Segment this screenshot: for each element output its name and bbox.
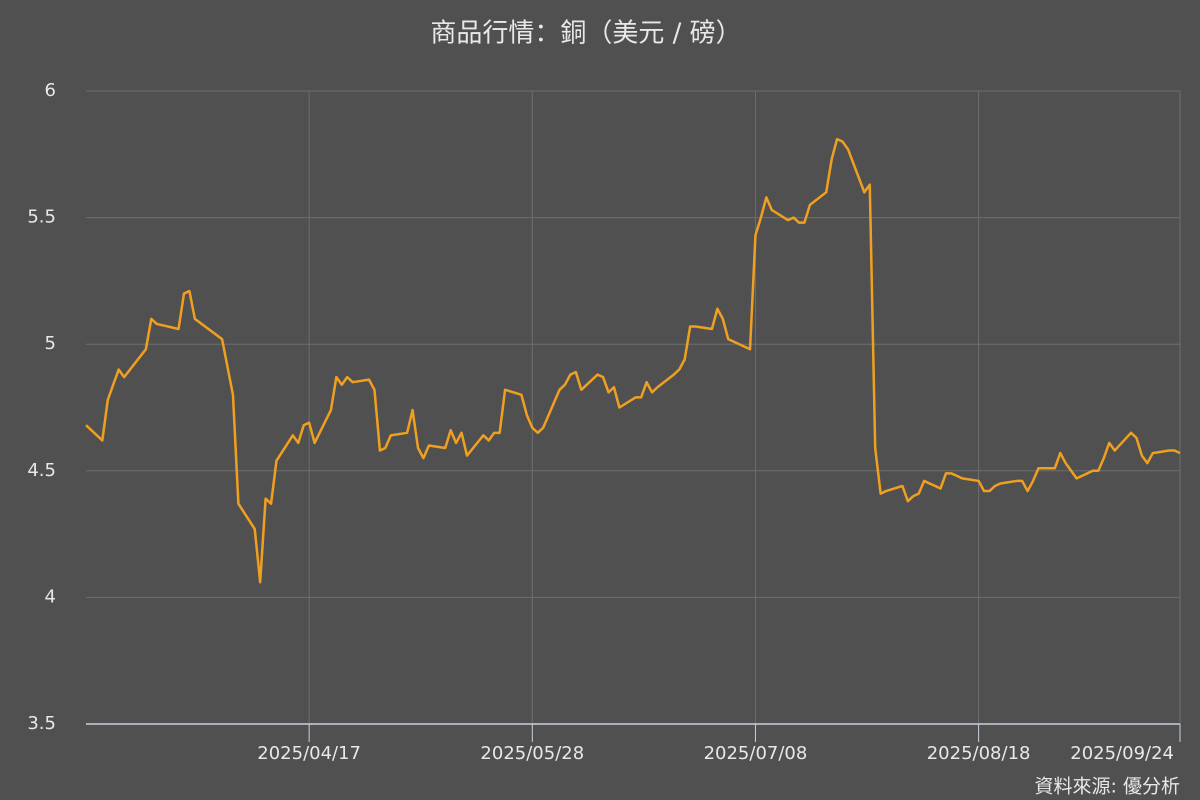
x-tick-label: 2025/05/28 bbox=[480, 743, 584, 764]
x-tick-label: 2025/08/18 bbox=[927, 743, 1031, 764]
price-line bbox=[85, 137, 1181, 584]
y-tick-label: 4 bbox=[45, 586, 56, 607]
y-tick-label: 6 bbox=[45, 80, 56, 101]
y-tick-label: 5.5 bbox=[27, 207, 56, 228]
x-tick-label: 2025/09/24 bbox=[1070, 743, 1174, 764]
y-tick-label: 5 bbox=[45, 333, 56, 354]
y-tick-label: 4.5 bbox=[27, 460, 56, 481]
source-note: 資料來源: 優分析 bbox=[1035, 776, 1180, 798]
x-tick-label: 2025/04/17 bbox=[257, 743, 361, 764]
y-tick-label: 3.5 bbox=[27, 713, 56, 734]
chart-title: 商品行情：銅（美元 / 磅） bbox=[430, 19, 741, 49]
x-tick-label: 2025/07/08 bbox=[704, 743, 808, 764]
